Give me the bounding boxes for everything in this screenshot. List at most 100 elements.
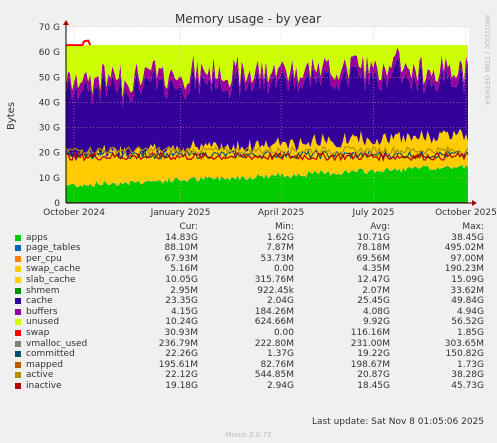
legend-swatch	[15, 329, 21, 336]
legend-avg-value: 4.35M	[362, 264, 390, 275]
legend-swatch	[15, 234, 21, 241]
legend-min-value: 222.80M	[254, 338, 294, 349]
legend-swatch	[15, 266, 21, 273]
legend-min-value: 544.85M	[254, 370, 294, 381]
y-tick-label: 50 G	[39, 73, 60, 83]
legend-swatch	[15, 276, 21, 283]
legend-row-unused: unused 10.24G 624.66M 9.92G 56.52G	[0, 317, 497, 328]
legend-max-value: 495.02M	[444, 243, 484, 254]
legend-min-value: 0.00	[273, 327, 294, 338]
legend-swatch	[15, 319, 21, 326]
legend-max-value: 15.09G	[451, 274, 484, 285]
y-tick-label: 10 G	[39, 174, 60, 184]
legend-max-value: 4.94G	[456, 306, 484, 317]
legend-row-cache: cache 23.35G 2.04G 25.45G 49.84G	[0, 296, 497, 307]
legend-row-page-tables: page_tables 88.10M 7.87M 78.18M 495.02M	[0, 243, 497, 254]
legend-min-value: 7.87M	[266, 243, 294, 254]
legend-name: apps	[26, 232, 48, 243]
legend-row-per-cpu: per_cpu 67.93M 53.73M 69.56M 97.00M	[0, 254, 497, 265]
legend-cur-value: 23.35G	[165, 296, 198, 307]
x-axis-arrow	[472, 200, 477, 206]
legend-swatch	[15, 340, 21, 347]
legend-name: buffers	[26, 306, 58, 317]
legend-name: active	[26, 370, 54, 381]
legend-row-committed: committed 22.26G 1.37G 19.22G 150.82G	[0, 349, 497, 360]
legend-avg-value: 231.00M	[350, 338, 390, 349]
area-cache	[66, 58, 468, 161]
legend-max-value: 1.73G	[456, 359, 484, 370]
legend-cur-value: 88.10M	[164, 243, 198, 254]
legend-min-value: 315.76M	[254, 274, 294, 285]
legend-avg-value: 20.87G	[357, 370, 390, 381]
legend-name: swap	[26, 327, 50, 338]
legend-max-value: 1.85G	[456, 327, 484, 338]
legend-cur-value: 4.15G	[170, 306, 198, 317]
col-min-header: Min:	[274, 222, 294, 232]
legend-name: inactive	[26, 380, 62, 391]
legend-cur-value: 2.95M	[170, 285, 198, 296]
legend-row-apps: apps 14.83G 1.62G 10.71G 38.45G	[0, 233, 497, 244]
legend-swatch	[15, 245, 21, 252]
legend-max-value: 303.65M	[444, 338, 484, 349]
x-tick-labels: October 2024 January 2025 April 2025 July 2…	[43, 208, 497, 218]
legend-rows: apps 14.83G 1.62G 10.71G 38.45G page_tables 88…	[0, 233, 497, 392]
legend-cur-value: 22.12G	[165, 370, 198, 381]
legend-row-swap-cache: swap_cache 5.16M 0.00 4.35M 190.23M	[0, 264, 497, 275]
legend-min-value: 1.37G	[266, 349, 294, 360]
munin-version: Munin 2.0.73	[225, 431, 272, 439]
legend-max-value: 49.84G	[451, 296, 484, 307]
legend-avg-value: 19.22G	[357, 349, 390, 360]
legend-swatch	[15, 255, 21, 262]
legend-cur-value: 22.26G	[165, 349, 198, 360]
legend-swatch	[15, 287, 21, 294]
line-active	[65, 145, 469, 157]
legend-max-value: 190.23M	[444, 264, 484, 275]
legend-swatch	[15, 372, 21, 379]
x-tick-label: October 2025	[435, 208, 497, 218]
legend-cur-value: 5.16M	[170, 264, 198, 275]
legend-avg-value: 25.45G	[357, 296, 390, 307]
legend-avg-value: 10.71G	[357, 232, 390, 243]
legend-swatch	[15, 298, 21, 305]
legend-min-value: 0.00	[273, 264, 294, 275]
rrdtool-side-label: RRDTOOL / TOBI OETIKER	[483, 15, 491, 105]
y-tick-label: 60 G	[39, 48, 60, 58]
legend-cur-value: 195.61M	[158, 359, 198, 370]
legend-name: page_tables	[26, 243, 81, 254]
col-max-header: Max:	[462, 222, 484, 232]
legend-name: mapped	[26, 359, 63, 370]
chart-title: Memory usage - by year	[175, 12, 321, 26]
legend: Cur: Min: Avg: Max: apps 14.83G 1.62G 10.71…	[0, 222, 497, 392]
x-tick-label: July 2025	[352, 208, 395, 218]
col-cur-header: Cur:	[179, 222, 198, 232]
legend-avg-value: 198.67M	[350, 359, 390, 370]
legend-row-shmem: shmem 2.95M 922.45k 2.07M 33.62M	[0, 286, 497, 297]
legend-name: slab_cache	[26, 274, 76, 285]
y-tick-label: 70 G	[39, 23, 60, 33]
legend-min-value: 82.76M	[260, 359, 294, 370]
legend-name: vmalloc_used	[26, 338, 88, 349]
legend-avg-value: 78.18M	[356, 243, 390, 254]
legend-cur-value: 236.79M	[158, 338, 198, 349]
y-tick-label: 40 G	[39, 98, 60, 108]
grid-lines	[66, 26, 470, 203]
legend-cur-value: 10.24G	[165, 317, 198, 328]
x-tick-label: April 2025	[258, 208, 304, 218]
legend-name: swap_cache	[26, 264, 81, 275]
legend-name: per_cpu	[26, 253, 62, 264]
memory-chart: Memory usage - by year Bytes RRDTOOL / T…	[6, 12, 497, 218]
legend-row-vmalloc-used: vmalloc_used 236.79M 222.80M 231.00M 303.65M	[0, 339, 497, 350]
legend-min-value: 2.94G	[266, 380, 294, 391]
area-series	[66, 45, 468, 203]
legend-min-value: 184.26M	[254, 306, 294, 317]
legend-row-buffers: buffers 4.15G 184.26M 4.08G 4.94G	[0, 307, 497, 318]
y-tick-label: 20 G	[39, 149, 60, 159]
legend-header: Cur: Min: Avg: Max:	[0, 222, 497, 233]
legend-min-value: 922.45k	[257, 285, 294, 296]
legend-avg-value: 4.08G	[362, 306, 390, 317]
legend-name: shmem	[26, 285, 60, 296]
legend-row-inactive: inactive 19.18G 2.94G 18.45G 45.73G	[0, 381, 497, 392]
legend-swatch	[15, 308, 21, 315]
legend-row-active: active 22.12G 544.85M 20.87G 38.28G	[0, 370, 497, 381]
area-slab-cache	[66, 128, 468, 187]
